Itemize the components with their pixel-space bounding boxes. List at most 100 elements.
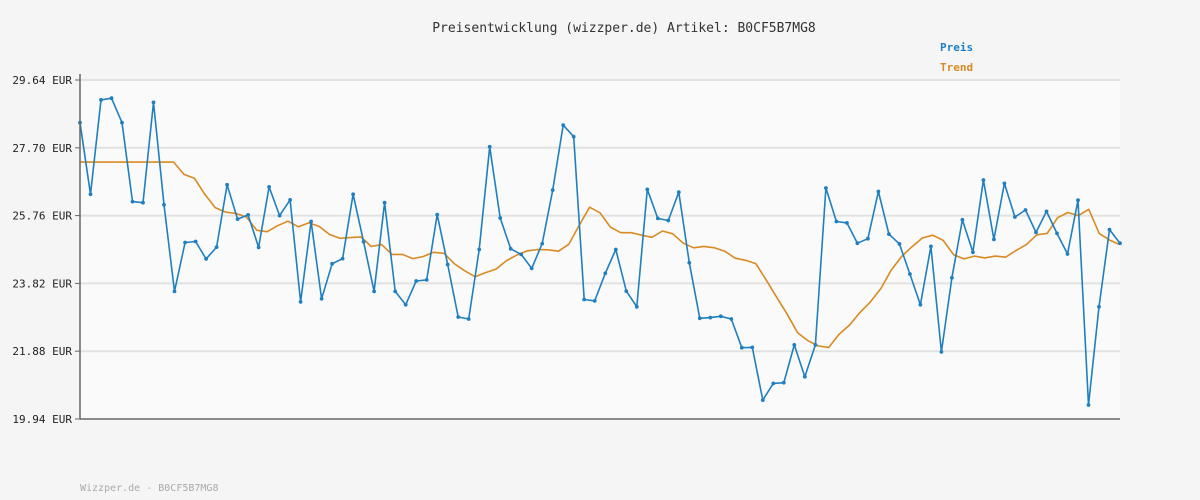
data-point-preis [813, 343, 818, 347]
data-point-preis [1076, 198, 1080, 203]
data-point-preis [992, 237, 996, 242]
data-point-preis [866, 236, 870, 241]
data-point-preis [162, 202, 166, 207]
data-point-preis [246, 213, 251, 217]
data-point-preis [225, 182, 230, 187]
data-point-preis [1044, 209, 1049, 214]
data-point-preis [634, 304, 639, 309]
data-point-preis [151, 100, 156, 105]
data-point-preis [592, 299, 597, 303]
data-point-preis [666, 218, 671, 223]
data-point-preis [235, 217, 240, 222]
data-point-preis [361, 239, 366, 244]
data-point-preis [582, 297, 587, 302]
data-point-preis [729, 317, 734, 321]
y-axis-ticks: 29.64 EUR 27.70 EUR 25.76 EUR 23.82 EUR 21.8… [12, 74, 80, 426]
data-point-preis [519, 252, 524, 257]
data-point-preis [971, 250, 975, 255]
data-point-preis [508, 246, 513, 251]
data-point-preis [372, 289, 376, 294]
data-point-preis [130, 199, 135, 204]
data-point-preis [981, 178, 986, 182]
data-point-preis [571, 134, 576, 139]
data-point-preis [309, 219, 313, 224]
data-point-preis [319, 296, 324, 301]
data-point-preis [781, 380, 786, 385]
data-point-preis [382, 200, 387, 205]
data-point-preis [277, 213, 282, 218]
data-point-preis [298, 300, 303, 304]
data-point-preis [760, 398, 765, 402]
data-point-preis [960, 217, 965, 222]
data-point-preis [214, 245, 219, 250]
data-point-preis [1086, 403, 1091, 407]
data-point-preis [897, 242, 902, 246]
data-point-preis [550, 188, 555, 193]
data-point-preis [109, 96, 114, 101]
data-point-preis [267, 185, 271, 189]
data-point-preis [351, 192, 355, 197]
data-point-preis [498, 216, 503, 220]
data-point-preis [288, 198, 292, 202]
grid [80, 79, 1120, 419]
data-point-preis [845, 221, 849, 225]
axes [79, 74, 1120, 420]
y-tick-label: 27.70 EUR [12, 142, 72, 155]
series [78, 96, 1122, 407]
data-point-preis [855, 241, 860, 246]
data-point-preis [1034, 230, 1038, 235]
data-point-preis [697, 316, 702, 321]
chart-title: Preisentwicklung (wizzper.de) Artikel: B… [432, 21, 816, 36]
data-point-preis [876, 189, 881, 194]
data-point-preis [99, 98, 103, 102]
data-point-preis [141, 200, 145, 205]
data-point-preis [676, 190, 681, 195]
data-point-preis [529, 266, 534, 271]
data-point-preis [183, 240, 188, 245]
data-point-preis [887, 232, 891, 237]
data-point-preis [456, 315, 461, 319]
data-point-preis [1065, 252, 1070, 256]
y-tick-label: 21.88 EUR [12, 345, 72, 358]
y-tick-label: 29.64 EUR [12, 74, 72, 87]
legend-item-preis: Preis [940, 41, 973, 54]
data-point-preis [477, 247, 482, 252]
chart-footer: Wizzper.de - B0CF5B7MG8 [80, 483, 218, 494]
data-point-preis [792, 343, 797, 347]
data-point-preis [561, 123, 566, 127]
data-point-preis [750, 345, 755, 350]
series-line-preis [79, 97, 1121, 406]
data-point-preis [88, 192, 93, 197]
data-point-preis [424, 278, 429, 282]
data-point-preis [1107, 227, 1112, 232]
data-point-preis [645, 187, 650, 192]
data-point-preis [824, 186, 828, 190]
data-point-preis [929, 244, 933, 249]
plot-area [80, 80, 1120, 419]
data-point-preis [340, 256, 345, 261]
data-point-preis [655, 216, 660, 221]
data-point-preis [393, 289, 398, 294]
y-tick-label: 19.94 EUR [12, 413, 72, 426]
data-point-preis [1002, 181, 1007, 186]
data-point-preis [445, 262, 450, 267]
data-point-preis [771, 381, 776, 386]
data-point-preis [1097, 304, 1101, 309]
data-point-preis [939, 350, 944, 354]
data-point-preis [834, 219, 839, 224]
data-point-preis [414, 279, 419, 283]
data-point-preis [918, 302, 923, 307]
data-point-preis [687, 260, 692, 265]
data-point-preis [613, 247, 618, 252]
data-point-preis [256, 245, 261, 250]
data-point-preis [950, 275, 954, 280]
data-point-preis [403, 302, 408, 307]
data-point-preis [708, 315, 713, 320]
data-point-preis [204, 257, 209, 261]
data-point-preis [330, 261, 334, 266]
data-point-preis [1055, 231, 1059, 236]
data-point-preis [466, 317, 471, 321]
data-point-preis [603, 271, 608, 276]
data-point-preis [435, 212, 440, 217]
